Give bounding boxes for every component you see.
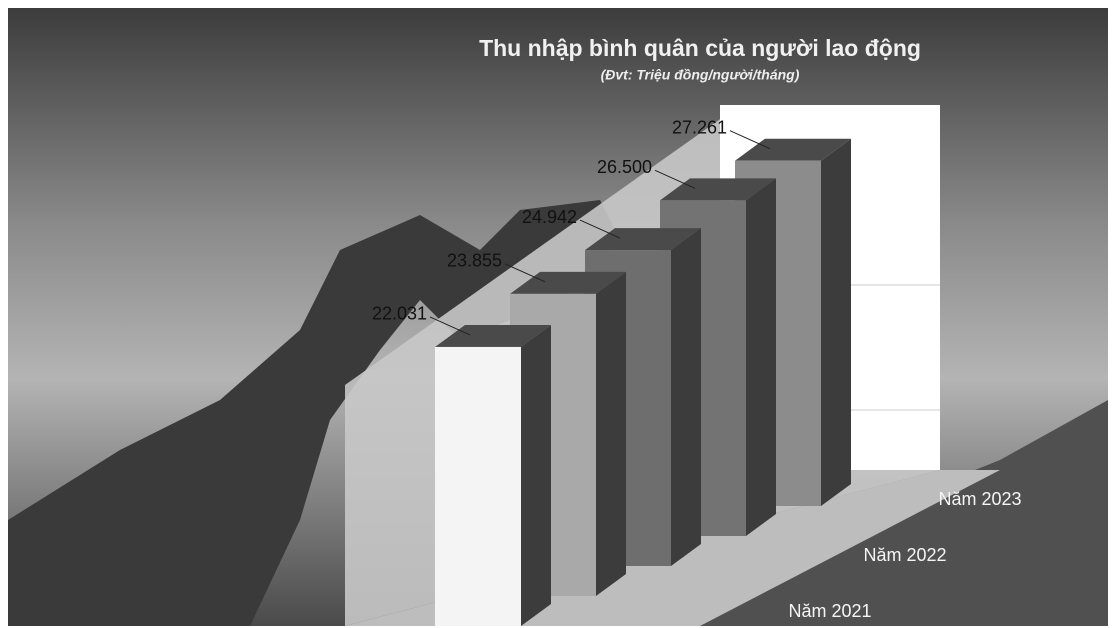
data-label: 23.855	[447, 251, 502, 271]
bar-top	[510, 271, 626, 294]
leader-line	[429, 316, 471, 336]
leader-line	[729, 130, 771, 150]
bar-top	[585, 228, 701, 251]
chart-subtitle: (Đvt: Triệu đồng/người/tháng)	[601, 67, 800, 83]
leader-line	[504, 263, 546, 283]
bar-side	[746, 178, 776, 537]
bar-side	[671, 228, 701, 566]
data-label: 27.261	[672, 117, 727, 137]
data-label: 24.942	[522, 207, 577, 227]
leader-line	[579, 219, 621, 239]
bar-side	[521, 324, 551, 626]
bar	[435, 346, 521, 626]
data-label: 22.031	[372, 304, 427, 324]
bar-top	[660, 178, 776, 201]
bar-top	[435, 324, 551, 347]
chart-title: Thu nhập bình quân của người lao động	[479, 35, 921, 61]
category-label: Năm 2022	[863, 545, 946, 565]
bar-top	[735, 138, 851, 161]
bar-side	[596, 271, 626, 596]
data-label: 26.500	[597, 157, 652, 177]
bar-side	[821, 138, 851, 506]
category-label: Năm 2023	[938, 489, 1021, 509]
category-label: Năm 2021	[788, 601, 871, 621]
leader-line	[654, 169, 696, 189]
